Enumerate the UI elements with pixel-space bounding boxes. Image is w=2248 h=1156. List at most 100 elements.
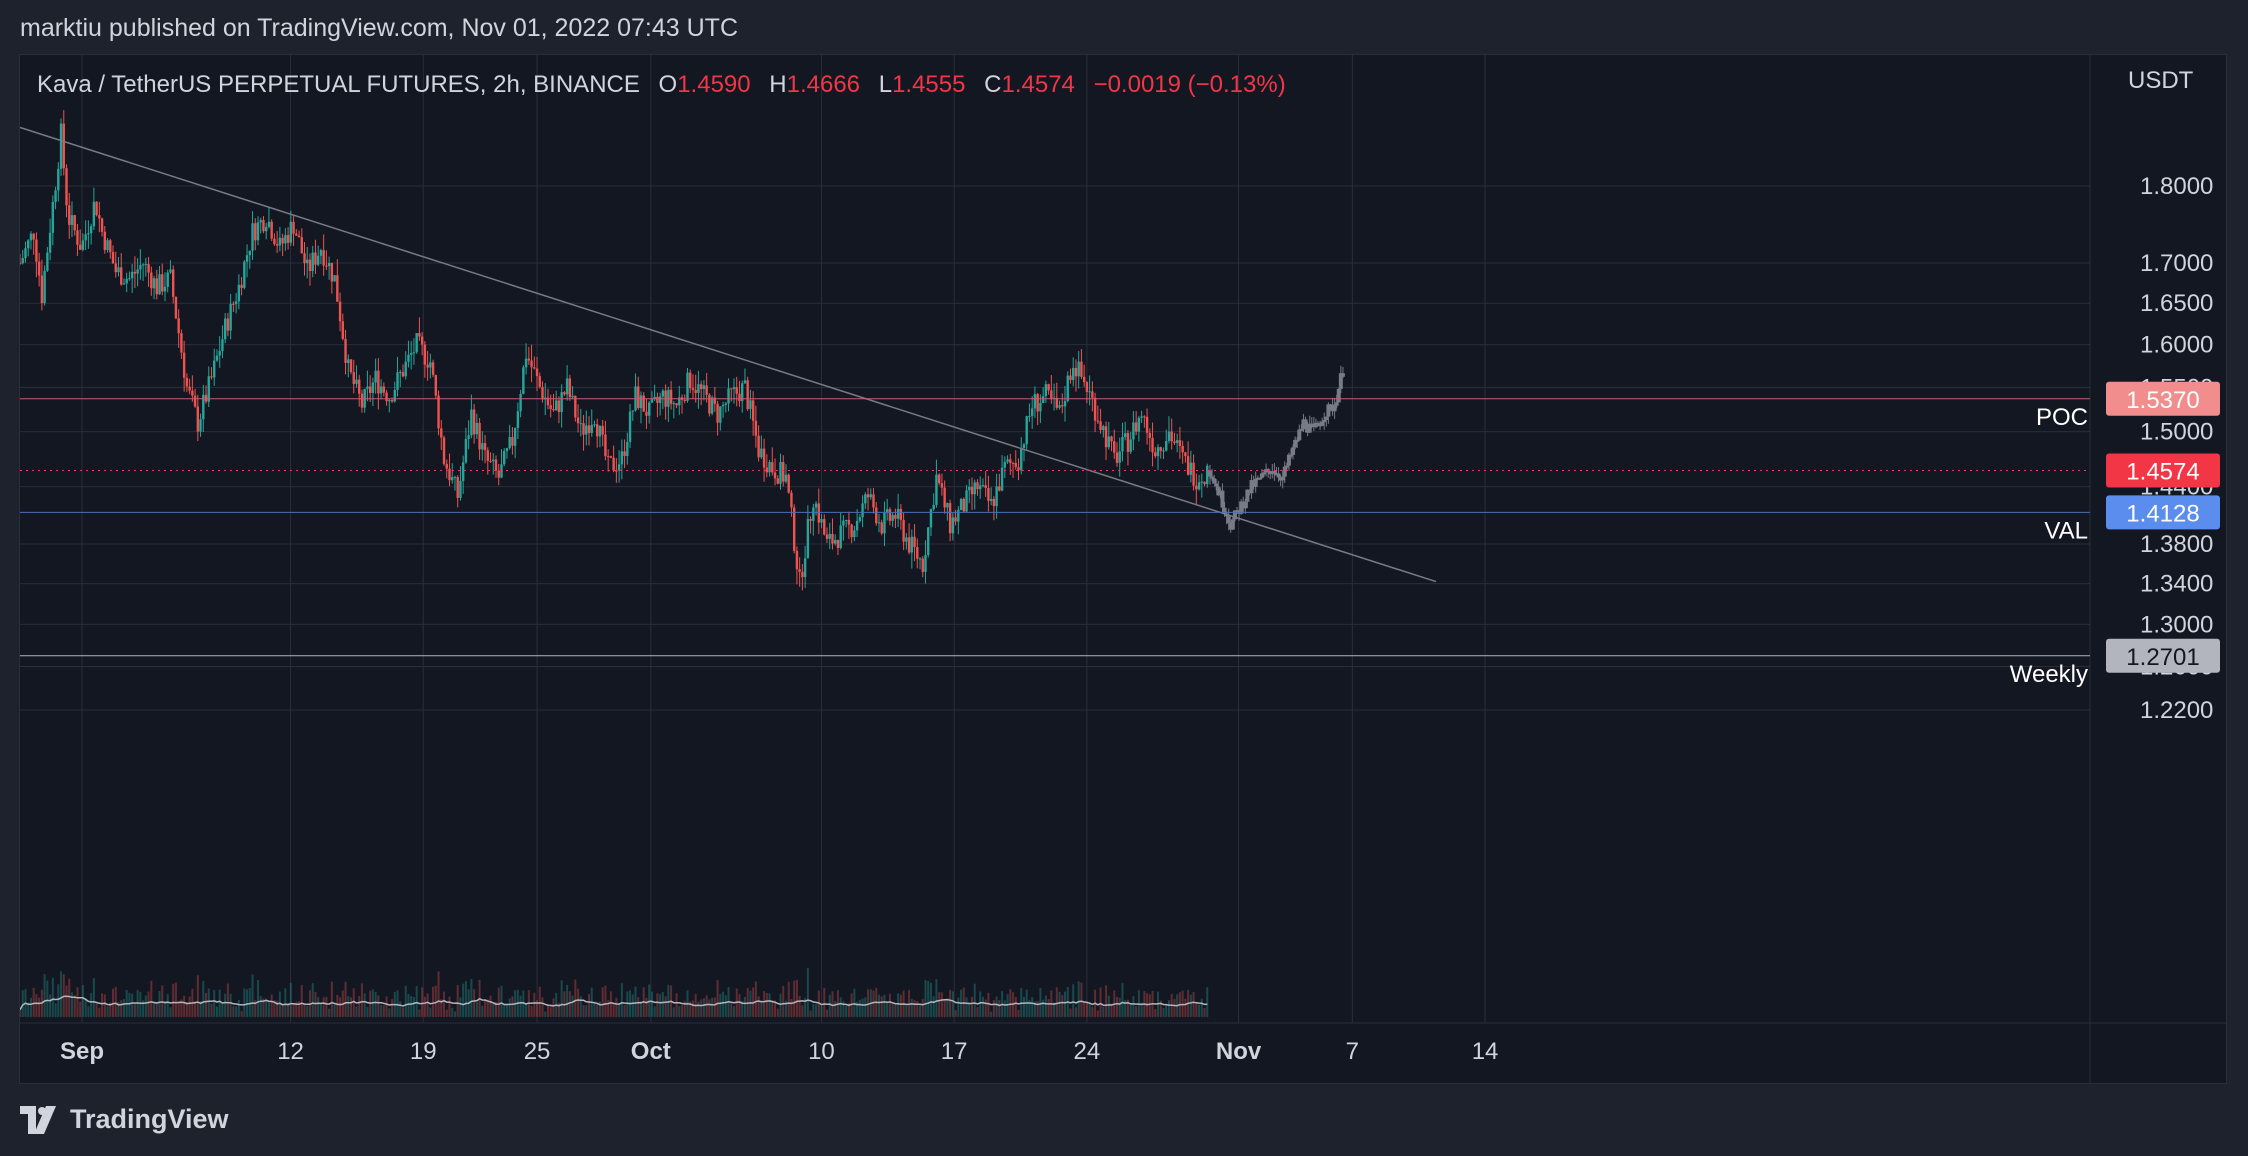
volume-bar	[877, 994, 880, 1017]
volume-bar	[169, 1007, 172, 1017]
candle-body	[516, 411, 520, 429]
candle-body	[1041, 396, 1045, 403]
candle-body	[404, 361, 407, 377]
volume-bar	[530, 1005, 533, 1017]
volume-bar	[144, 995, 147, 1017]
candle-body	[281, 237, 284, 244]
candle-body	[68, 205, 71, 225]
candle-body	[968, 486, 971, 491]
candle-body	[650, 398, 654, 403]
volume-bar	[29, 997, 32, 1017]
candle-body	[191, 390, 194, 396]
candle-body	[1066, 375, 1069, 401]
candle-body	[147, 264, 150, 273]
volume-bar	[995, 996, 998, 1017]
volume-bar	[894, 1003, 897, 1017]
volume-bar	[700, 999, 703, 1017]
candle-body	[751, 400, 755, 421]
volume-bar	[593, 1001, 596, 1017]
candle-body	[169, 269, 172, 273]
price-tick-label: 1.6500	[2140, 290, 2213, 317]
volume-bar	[270, 994, 273, 1017]
volume-bar	[615, 997, 618, 1017]
volume-bar	[355, 1006, 358, 1017]
candle-body	[409, 352, 413, 355]
candle-body	[481, 443, 484, 450]
candle-body	[426, 364, 429, 368]
volume-bar	[984, 999, 987, 1017]
volume-bar	[743, 996, 746, 1017]
volume-bar	[1088, 1003, 1091, 1017]
candle-body	[259, 220, 262, 223]
candle-body	[451, 477, 454, 481]
candle-body	[1047, 384, 1050, 391]
candle-body	[81, 240, 85, 250]
volume-bar	[713, 997, 716, 1017]
volume-bar	[557, 1002, 560, 1017]
time-tick-label: Sep	[60, 1038, 104, 1065]
candle-body	[552, 409, 555, 411]
volume-bar	[784, 1000, 787, 1017]
volume-bar	[858, 999, 861, 1017]
volume-bar	[473, 989, 476, 1017]
volume-bar	[626, 991, 629, 1017]
volume-bar	[678, 1006, 681, 1017]
volume-bar	[790, 999, 793, 1017]
candle-body	[593, 424, 596, 426]
volume-bar	[588, 994, 591, 1017]
candle-body	[54, 190, 57, 202]
candle-body	[199, 419, 202, 432]
volume-bar	[804, 997, 807, 1017]
volume-bar	[812, 1003, 815, 1017]
volume-bar	[1044, 995, 1047, 1017]
trendline[interactable]	[20, 126, 1437, 583]
volume-bar	[495, 1001, 497, 1017]
volume-bar	[910, 999, 913, 1017]
projection-body	[1316, 422, 1320, 425]
candle-body	[533, 367, 536, 369]
volume-bar	[798, 995, 801, 1017]
candle-body	[574, 395, 577, 418]
candle-body	[429, 362, 432, 368]
volume-bar	[76, 987, 79, 1017]
candle-body	[639, 395, 643, 409]
projection-body	[1334, 402, 1339, 406]
volume-bar	[921, 999, 924, 1017]
volume-bar	[1091, 1006, 1094, 1017]
volume-bar	[35, 994, 38, 1017]
projection-body	[1328, 404, 1333, 407]
volume-bar	[1036, 1000, 1039, 1017]
chart-area[interactable]: 1.80001.70001.65001.60001.55001.50001.44…	[19, 54, 2227, 1084]
candle-body	[1039, 402, 1042, 412]
volume-bar	[147, 991, 150, 1017]
volume-bar	[166, 994, 169, 1017]
candle-body	[418, 333, 421, 337]
volume-bar	[1115, 996, 1118, 1017]
candle-body	[234, 301, 238, 305]
volume-bar	[541, 997, 544, 1017]
projection-body	[1299, 428, 1304, 431]
candle-body	[358, 379, 361, 394]
candle-body	[932, 504, 935, 510]
candle-body	[193, 395, 197, 407]
volume-bar	[292, 1003, 295, 1017]
currency-label[interactable]: USDT	[2128, 67, 2194, 94]
candle-body	[792, 507, 796, 551]
price-tick-label: 1.8000	[2140, 173, 2213, 200]
brand[interactable]: TradingView	[20, 1104, 229, 1135]
candle-body	[1173, 441, 1176, 443]
candle-body	[699, 384, 703, 390]
level-price-tag	[2106, 453, 2220, 488]
price-chart[interactable]: 1.80001.70001.65001.60001.55001.50001.44…	[20, 55, 2226, 1083]
candle-body	[295, 233, 298, 236]
candle-body	[984, 485, 987, 489]
volume-bar	[946, 998, 949, 1017]
volume-bar	[932, 996, 935, 1017]
candle-body	[998, 486, 1001, 491]
candle-body	[757, 435, 760, 458]
projection-body	[1291, 447, 1296, 455]
candle-body	[27, 240, 30, 249]
symbol-legend: Kava / TetherUS PERPETUAL FUTURES, 2h, B…	[37, 71, 1286, 99]
volume-bar	[112, 988, 115, 1017]
candle-body	[1123, 433, 1127, 438]
